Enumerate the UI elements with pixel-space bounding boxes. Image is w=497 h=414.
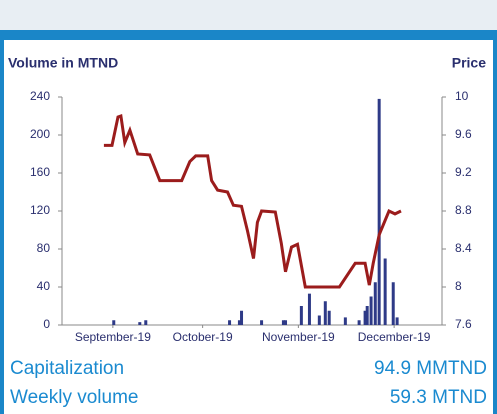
y2-tick-label: 9.6 <box>455 127 472 141</box>
stat-label: Capitalization <box>10 358 125 379</box>
bar <box>112 320 116 325</box>
y-tick-label: 40 <box>37 279 51 293</box>
stat-value: 94.9 MMTND <box>374 358 487 379</box>
bar <box>369 296 373 325</box>
bar <box>299 306 303 325</box>
x-tick-label: October-19 <box>173 330 233 344</box>
y2-tick-label: 8 <box>455 279 462 293</box>
bar <box>237 320 241 325</box>
bar <box>383 258 387 325</box>
bar <box>373 282 377 325</box>
bar <box>377 98 381 326</box>
header-band <box>0 0 497 30</box>
y-tick-label: 240 <box>30 89 50 103</box>
y2-tick-label: 7.6 <box>455 317 472 331</box>
x-tick-label: November-19 <box>262 330 335 344</box>
y-tick-label: 160 <box>30 165 50 179</box>
bar <box>260 320 264 325</box>
price-line <box>103 113 402 289</box>
x-tick-label: December-19 <box>358 330 431 344</box>
bar <box>395 317 399 325</box>
stat-row: Weekly volume 59.3 MTND <box>10 387 487 413</box>
y-tick-label: 80 <box>37 241 51 255</box>
border-left <box>0 40 4 414</box>
bar <box>307 293 311 325</box>
header-strip <box>0 30 497 40</box>
y-tick-label: 120 <box>30 203 50 217</box>
y-tick-label: 200 <box>30 127 50 141</box>
y2-tick-label: 10 <box>455 89 469 103</box>
bar <box>284 320 288 325</box>
y2-tick-label: 8.4 <box>455 241 472 255</box>
bar <box>357 320 361 325</box>
y-tick-label: 0 <box>43 317 50 331</box>
y2-axis-label: Price <box>452 55 486 71</box>
bar <box>391 282 395 325</box>
border-right <box>493 40 497 414</box>
x-tick-label: September-19 <box>75 330 151 344</box>
bar <box>281 320 285 325</box>
bar <box>240 310 244 325</box>
bar <box>323 301 327 325</box>
bar <box>327 310 331 325</box>
bar <box>365 306 369 325</box>
bar <box>144 320 148 325</box>
stat-row: Capitalization 94.9 MMTND <box>10 358 487 384</box>
stat-label: Weekly volume <box>10 387 139 408</box>
bar <box>317 315 321 325</box>
bar <box>138 322 142 325</box>
y2-tick-label: 9.2 <box>455 165 472 179</box>
stat-value: 59.3 MTND <box>389 387 487 408</box>
bar <box>228 320 232 325</box>
bar <box>363 310 367 325</box>
y2-tick-label: 8.8 <box>455 203 472 217</box>
bar <box>343 317 347 325</box>
y-axis-label: Volume in MTND <box>8 55 118 71</box>
